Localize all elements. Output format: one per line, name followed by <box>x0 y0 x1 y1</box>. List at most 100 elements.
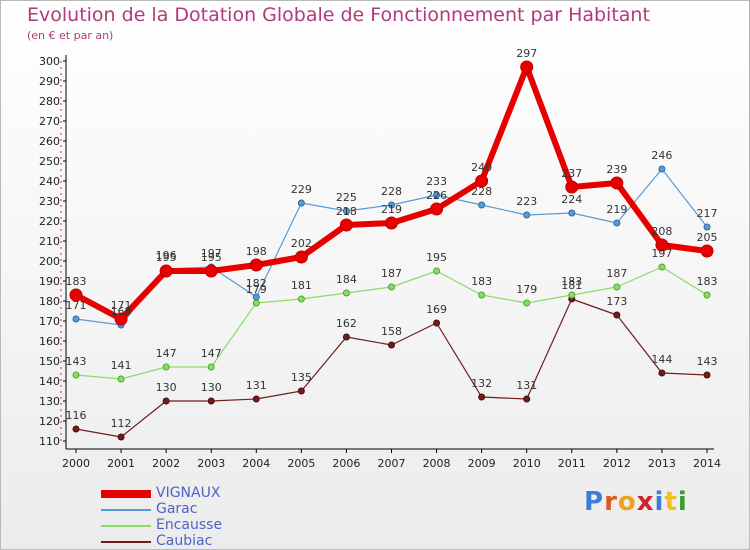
x-tick-label: 2003 <box>197 457 225 470</box>
data-point-vignaux <box>520 60 534 74</box>
logo-letter: P <box>584 487 605 517</box>
data-label-encausse: 181 <box>291 279 312 292</box>
y-tick-label: 120 <box>39 415 60 428</box>
legend-label-encausse: Encausse <box>156 517 223 533</box>
data-label-caubiac: 130 <box>201 381 222 394</box>
x-tick-label: 2012 <box>603 457 631 470</box>
logo-letter: i <box>654 487 665 517</box>
data-point-vignaux <box>565 180 579 194</box>
legend-swatch-caubiac <box>101 541 151 543</box>
data-label-caubiac: 135 <box>291 371 312 384</box>
data-point-encausse <box>342 289 350 297</box>
data-point-caubiac <box>613 311 621 319</box>
data-point-garac <box>523 211 531 219</box>
data-label-garac: 182 <box>246 277 267 290</box>
y-tick-label: 300 <box>39 55 60 68</box>
x-tick-label: 2008 <box>423 457 451 470</box>
data-label-garac: 171 <box>66 299 87 312</box>
x-tick-label: 2000 <box>62 457 90 470</box>
data-point-vignaux <box>610 176 624 190</box>
y-tick-label: 110 <box>39 435 60 448</box>
data-label-caubiac: 144 <box>651 353 672 366</box>
data-label-encausse: 183 <box>697 275 718 288</box>
data-point-caubiac <box>297 387 305 395</box>
data-label-caubiac: 116 <box>66 409 87 422</box>
data-point-caubiac <box>162 397 170 405</box>
legend-item-vignaux: VIGNAUX <box>101 485 361 502</box>
x-tick-label: 2004 <box>242 457 270 470</box>
data-point-garac <box>568 209 576 217</box>
data-label-vignaux: 183 <box>66 275 87 288</box>
data-point-garac <box>478 201 486 209</box>
data-label-encausse: 183 <box>561 275 582 288</box>
x-tick-label: 2002 <box>152 457 180 470</box>
x-tick-label: 2005 <box>287 457 315 470</box>
data-label-vignaux: 297 <box>516 47 537 60</box>
data-point-garac <box>613 219 621 227</box>
legend-label-garac: Garac <box>156 501 198 517</box>
data-label-caubiac: 131 <box>516 379 537 392</box>
data-label-garac: 246 <box>651 149 672 162</box>
data-label-vignaux: 205 <box>697 231 718 244</box>
data-label-caubiac: 112 <box>111 417 132 430</box>
legend-item-encausse: Encausse <box>101 517 361 534</box>
data-point-encausse <box>297 295 305 303</box>
x-tick-label: 2014 <box>693 457 721 470</box>
x-tick-label: 2013 <box>648 457 676 470</box>
data-label-vignaux: 218 <box>336 205 357 218</box>
data-label-vignaux: 226 <box>426 189 447 202</box>
y-tick-label: 150 <box>39 355 60 368</box>
data-point-garac <box>342 207 350 215</box>
data-point-vignaux <box>700 244 714 258</box>
data-label-garac: 228 <box>471 185 492 198</box>
y-tick-label: 200 <box>39 255 60 268</box>
data-label-encausse: 141 <box>111 359 132 372</box>
data-point-vignaux <box>385 216 398 230</box>
data-label-caubiac: 143 <box>697 355 718 368</box>
data-point-caubiac <box>703 371 711 379</box>
data-point-caubiac <box>523 395 531 403</box>
data-point-caubiac <box>478 393 486 401</box>
data-label-garac: 168 <box>111 305 132 318</box>
data-point-encausse <box>433 267 441 275</box>
data-label-vignaux: 198 <box>246 245 267 258</box>
data-label-caubiac: 130 <box>156 381 177 394</box>
data-label-encausse: 143 <box>66 355 87 368</box>
data-label-caubiac: 169 <box>426 303 447 316</box>
data-label-caubiac: 162 <box>336 317 357 330</box>
data-label-garac: 229 <box>291 183 312 196</box>
data-point-encausse <box>478 291 486 299</box>
y-tick-label: 140 <box>39 375 60 388</box>
data-point-encausse <box>523 299 531 307</box>
data-point-vignaux <box>204 264 218 278</box>
data-label-vignaux: 239 <box>606 163 627 176</box>
logo-letter: x <box>636 487 655 517</box>
x-tick-label: 2011 <box>558 457 586 470</box>
y-tick-label: 270 <box>39 115 60 128</box>
x-tick-label: 2001 <box>107 457 135 470</box>
data-point-encausse <box>613 283 621 291</box>
data-point-garac <box>297 199 305 207</box>
data-point-encausse <box>117 375 125 383</box>
data-point-caubiac <box>117 433 125 441</box>
data-point-caubiac <box>72 425 80 433</box>
logo-letter: i <box>677 487 688 517</box>
data-point-garac <box>433 191 441 199</box>
x-tick-label: 2006 <box>332 457 360 470</box>
data-point-garac <box>388 201 395 209</box>
legend-item-caubiac: Caubiac <box>101 533 361 550</box>
data-point-encausse <box>207 363 215 371</box>
data-label-garac: 228 <box>381 185 402 198</box>
data-label-encausse: 179 <box>516 283 537 296</box>
y-tick-label: 170 <box>39 315 60 328</box>
data-point-garac <box>72 315 80 323</box>
y-tick-label: 240 <box>39 175 60 188</box>
logo-letter: o <box>617 487 637 517</box>
x-tick-label: 2010 <box>513 457 541 470</box>
x-tick-label: 2007 <box>378 457 406 470</box>
series-line-caubiac <box>75 298 708 438</box>
data-point-encausse <box>703 291 711 299</box>
data-label-encausse: 179 <box>246 283 267 296</box>
